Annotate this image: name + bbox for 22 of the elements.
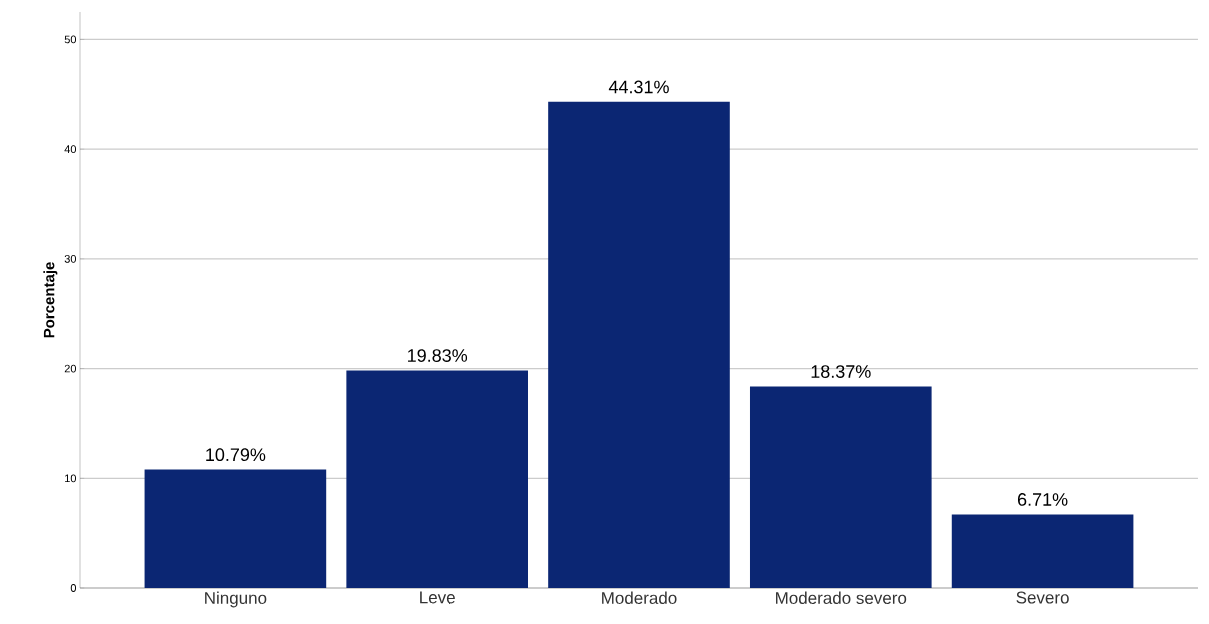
y-axis-title: Porcentaje	[43, 262, 58, 338]
bar	[548, 101, 730, 588]
data-label: 10.79%	[206, 448, 266, 462]
bar	[144, 469, 327, 588]
x-tick-label: Moderado severo	[776, 591, 907, 605]
bar	[951, 514, 1134, 588]
data-label: 44.31%	[608, 80, 669, 94]
bar	[346, 370, 528, 588]
x-tick-label: Ninguno	[205, 591, 267, 608]
y-tick-label: 40	[64, 145, 77, 154]
y-tick-label: 0	[70, 584, 77, 592]
y-tick-label: 20	[64, 364, 77, 373]
y-tick-label: 10	[65, 474, 77, 483]
data-label: 18.37%	[811, 365, 871, 378]
x-tick-label: Leve	[420, 591, 455, 604]
data-label: 6.71%	[1017, 493, 1068, 506]
y-tick-label: 30	[64, 254, 77, 263]
bar	[749, 386, 932, 588]
x-tick-label: Severo	[1016, 591, 1069, 604]
y-tick-label: 50	[64, 35, 77, 44]
x-tick-label: Moderado	[602, 591, 677, 605]
data-label: 19.83%	[408, 349, 468, 362]
